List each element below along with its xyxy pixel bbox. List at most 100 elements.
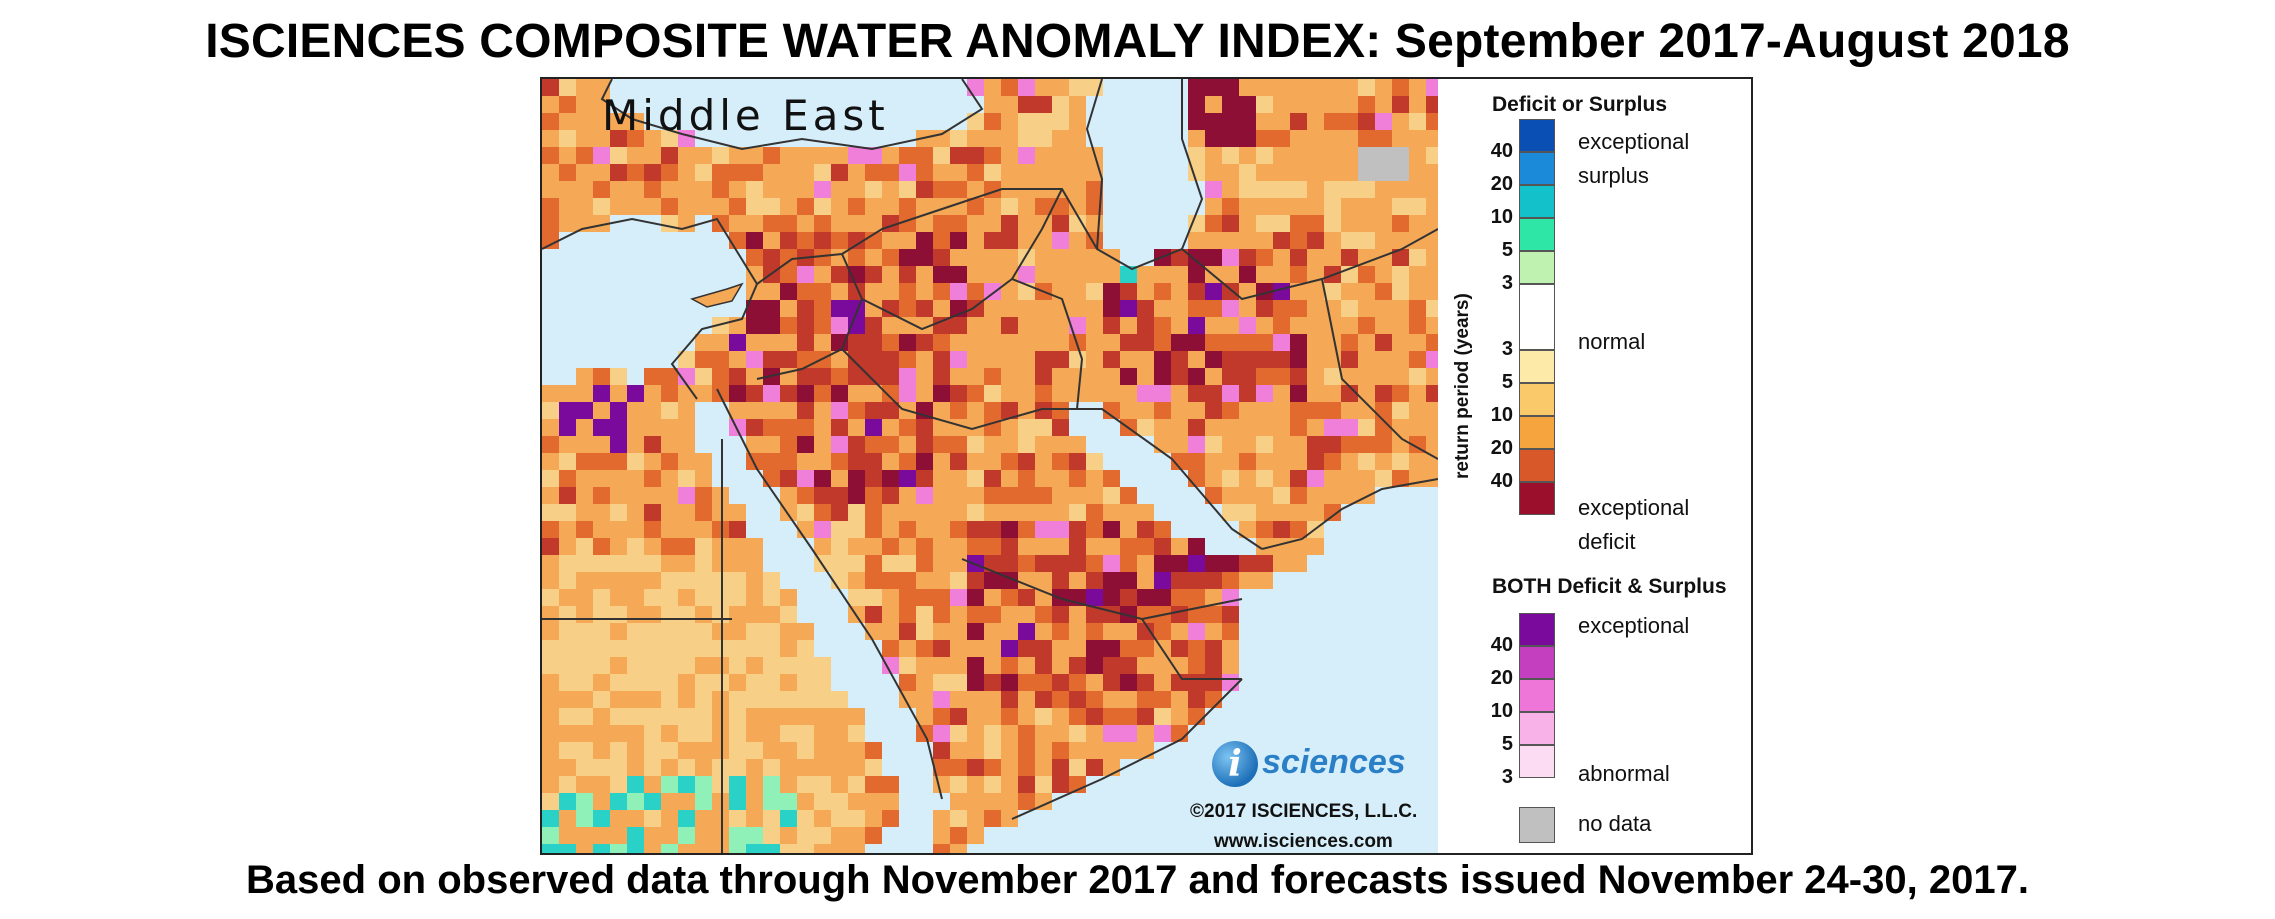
anomaly-cell (933, 589, 950, 606)
anomaly-cell (1358, 436, 1375, 453)
anomaly-cell (593, 691, 610, 708)
anomaly-cell (882, 402, 899, 419)
anomaly-cell (1154, 623, 1171, 640)
anomaly-cell (695, 521, 712, 538)
anomaly-cell (559, 419, 576, 436)
anomaly-cell (746, 623, 763, 640)
anomaly-cell (780, 266, 797, 283)
anomaly-cell (610, 436, 627, 453)
anomaly-cell (1205, 385, 1222, 402)
anomaly-cell (1273, 385, 1290, 402)
anomaly-cell (559, 521, 576, 538)
anomaly-cell (763, 181, 780, 198)
anomaly-cell (1001, 283, 1018, 300)
anomaly-cell (882, 776, 899, 793)
anomaly-cell (933, 283, 950, 300)
anomaly-cell (1392, 79, 1409, 96)
anomaly-cell (984, 232, 1001, 249)
anomaly-cell (644, 640, 661, 657)
anomaly-cell (559, 742, 576, 759)
anomaly-cell (1188, 640, 1205, 657)
anomaly-cell (746, 555, 763, 572)
anomaly-cell (729, 572, 746, 589)
anomaly-cell (542, 810, 559, 827)
anomaly-cell (1120, 283, 1137, 300)
anomaly-cell (1392, 266, 1409, 283)
anomaly-cell (1358, 470, 1375, 487)
anomaly-cell (848, 793, 865, 810)
anomaly-cell (1409, 130, 1426, 147)
border-line (716, 388, 943, 800)
anomaly-cell (1273, 521, 1290, 538)
anomaly-cell (984, 793, 1001, 810)
anomaly-cell (661, 742, 678, 759)
anomaly-cell (576, 742, 593, 759)
anomaly-cell (678, 640, 695, 657)
anomaly-cell (1324, 453, 1341, 470)
anomaly-cell (1256, 215, 1273, 232)
anomaly-cell (1392, 300, 1409, 317)
anomaly-cell (899, 385, 916, 402)
anomaly-cell (729, 351, 746, 368)
anomaly-cell (559, 827, 576, 844)
legend-surplus-label-2: surplus (1578, 163, 1649, 188)
anomaly-cell (746, 640, 763, 657)
anomaly-cell (1375, 130, 1392, 147)
anomaly-cell (848, 419, 865, 436)
anomaly-cell (1239, 266, 1256, 283)
anomaly-cell (729, 725, 746, 742)
anomaly-cell (916, 266, 933, 283)
anomaly-cell (1120, 606, 1137, 623)
anomaly-cell (780, 164, 797, 181)
anomaly-cell (865, 198, 882, 215)
anomaly-cell (1137, 606, 1154, 623)
anomaly-cell (1341, 368, 1358, 385)
anomaly-cell (661, 657, 678, 674)
anomaly-cell (967, 334, 984, 351)
anomaly-cell (1358, 215, 1375, 232)
anomaly-cell (1137, 691, 1154, 708)
anomaly-cell (1307, 368, 1324, 385)
anomaly-cell (950, 793, 967, 810)
anomaly-cell (1307, 538, 1324, 555)
anomaly-cell (729, 538, 746, 555)
anomaly-cell (542, 606, 559, 623)
anomaly-cell (865, 300, 882, 317)
anomaly-cell (1324, 334, 1341, 351)
border-line (542, 217, 758, 285)
anomaly-cell (1205, 232, 1222, 249)
anomaly-cell (950, 351, 967, 368)
anomaly-cell (644, 793, 661, 810)
anomaly-cell (780, 674, 797, 691)
anomaly-cell (559, 810, 576, 827)
anomaly-cell (950, 538, 967, 555)
anomaly-cell (1341, 113, 1358, 130)
legend-both-number: 20 (1490, 667, 1513, 689)
anomaly-cell (916, 147, 933, 164)
anomaly-cell (1375, 470, 1392, 487)
anomaly-cell (1171, 249, 1188, 266)
anomaly-cell (916, 691, 933, 708)
anomaly-cell (1120, 555, 1137, 572)
anomaly-cell (1426, 198, 1438, 215)
anomaly-cell (627, 810, 644, 827)
anomaly-cell (1409, 181, 1426, 198)
anomaly-cell (882, 453, 899, 470)
anomaly-cell (627, 827, 644, 844)
anomaly-cell (950, 249, 967, 266)
anomaly-cell (797, 368, 814, 385)
anomaly-cell (593, 810, 610, 827)
anomaly-cell (1086, 249, 1103, 266)
anomaly-cell (559, 436, 576, 453)
anomaly-cell (695, 334, 712, 351)
anomaly-cell (1018, 640, 1035, 657)
anomaly-cell (899, 317, 916, 334)
anomaly-cell (1426, 385, 1438, 402)
anomaly-cell (1052, 776, 1069, 793)
anomaly-cell (542, 487, 559, 504)
anomaly-cell (1239, 181, 1256, 198)
anomaly-cell (559, 198, 576, 215)
anomaly-cell (1001, 742, 1018, 759)
anomaly-cell (1239, 232, 1256, 249)
anomaly-cell (661, 572, 678, 589)
